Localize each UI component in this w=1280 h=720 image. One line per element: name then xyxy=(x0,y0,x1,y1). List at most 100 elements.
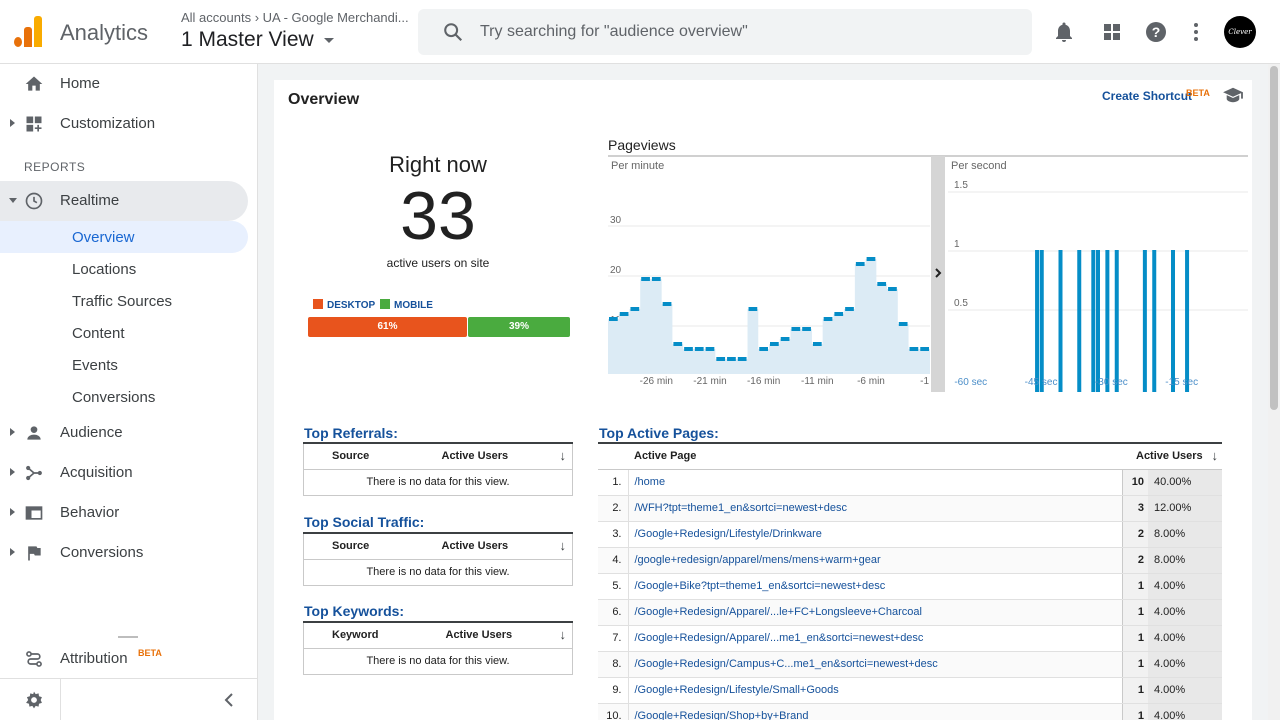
active-users-count: 33 xyxy=(400,178,476,254)
create-shortcut-link[interactable]: Create Shortcut xyxy=(1102,89,1193,103)
column-header-source[interactable]: Source xyxy=(303,442,424,470)
sidebar-item-acquisition[interactable]: Acquisition xyxy=(0,453,248,493)
chevron-down-icon[interactable] xyxy=(324,38,334,43)
x-tick-label: -60 sec xyxy=(954,377,987,388)
sidebar-item-attribution[interactable]: Attribution xyxy=(0,639,248,679)
y-tick-label: 1.5 xyxy=(954,180,968,191)
sidebar-item-audience[interactable]: Audience xyxy=(0,413,248,453)
collapse-sidebar-chevron-icon[interactable] xyxy=(222,692,236,708)
top-social-title: Top Social Traffic: xyxy=(304,514,425,530)
flag-icon xyxy=(28,546,41,561)
active-users-percent: 4.00% xyxy=(1148,599,1222,626)
sidebar-subitem-label: Content xyxy=(72,325,125,342)
more-vert-icon[interactable] xyxy=(1184,20,1208,44)
mobile-share-bar: 39% xyxy=(468,317,570,337)
table-row: 7./Google+Redesign/Apparel/...me1_en&sor… xyxy=(598,625,1222,652)
search-bar[interactable] xyxy=(418,9,1032,55)
column-header-active-users[interactable]: Active Users ↓ xyxy=(423,532,573,560)
page-link[interactable]: /Google+Redesign/Lifestyle/Small+Goods xyxy=(627,677,1122,704)
sort-down-arrow-icon[interactable]: ↓ xyxy=(559,538,567,553)
avatar[interactable]: Clever xyxy=(1224,16,1256,48)
sidebar-subitem-events[interactable]: Events xyxy=(0,349,248,381)
row-index: 7. xyxy=(598,625,628,652)
sidebar-item-label: Home xyxy=(60,75,101,92)
active-users-percent: 4.00% xyxy=(1148,677,1222,704)
dashboard-icon xyxy=(26,116,42,132)
sidebar-subitem-overview[interactable]: Overview xyxy=(0,221,248,253)
page-link[interactable]: /WFH?tpt=theme1_en&sortci=newest+desc xyxy=(627,495,1122,522)
sidebar-subitem-content[interactable]: Content xyxy=(0,317,248,349)
expand-arrow-icon[interactable] xyxy=(10,468,15,476)
sort-down-arrow-icon[interactable]: ↓ xyxy=(559,448,567,463)
resize-handle[interactable] xyxy=(118,636,138,638)
sidebar-item-conversions[interactable]: Conversions xyxy=(0,533,248,573)
empty-message: There is no data for this view. xyxy=(366,655,510,667)
view-selector[interactable]: 1 Master View xyxy=(181,28,314,51)
page-link[interactable]: /Google+Redesign/Apparel/...le+FC+Longsl… xyxy=(627,599,1122,626)
row-index: 5. xyxy=(598,573,628,600)
sidebar-footer xyxy=(0,678,258,720)
sidebar-item-behavior[interactable]: Behavior xyxy=(0,493,248,533)
analytics-logo-icon[interactable] xyxy=(14,15,44,47)
expand-arrow-icon[interactable] xyxy=(10,428,15,436)
column-header-label: Active Users xyxy=(1136,450,1203,463)
beta-badge: BETA xyxy=(138,648,162,658)
active-users-count: 10 xyxy=(1121,469,1148,496)
vertical-scrollbar[interactable] xyxy=(1268,64,1280,720)
sort-down-arrow-icon[interactable]: ↓ xyxy=(1211,448,1219,463)
account-breadcrumb[interactable]: All accounts › UA - Google Merchandi... xyxy=(181,10,409,25)
column-header-label: Active Users xyxy=(441,540,509,553)
expand-arrow-icon[interactable] xyxy=(10,119,15,127)
legend-mobile: MOBILE xyxy=(380,299,433,311)
collapse-arrow-icon[interactable] xyxy=(9,198,17,203)
sidebar-item-label: Realtime xyxy=(60,192,120,209)
sidebar-item-home[interactable]: Home xyxy=(0,64,248,104)
apps-grid-icon[interactable] xyxy=(1100,20,1124,44)
page-link[interactable]: /Google+Redesign/Shop+by+Brand xyxy=(627,703,1122,720)
search-input[interactable] xyxy=(480,17,1000,47)
expand-arrow-icon[interactable] xyxy=(10,508,15,516)
column-header-active-page[interactable]: Active Page xyxy=(628,442,1122,470)
column-header-active-users[interactable]: Active Users ↓ xyxy=(427,621,573,649)
table-row: 5./Google+Bike?tpt=theme1_en&sortci=newe… xyxy=(598,573,1222,600)
page-link[interactable]: /Google+Bike?tpt=theme1_en&sortci=newest… xyxy=(627,573,1122,600)
page-link[interactable]: /Google+Redesign/Lifestyle/Drinkware xyxy=(627,521,1122,548)
column-header-active-users[interactable]: Active Users ↓ xyxy=(423,442,573,470)
active-users-count: 1 xyxy=(1121,677,1148,704)
scrollbar-thumb[interactable] xyxy=(1270,66,1278,410)
sidebar-subitem-traffic-sources[interactable]: Traffic Sources xyxy=(0,285,248,317)
top-referrals-table: Source Active Users ↓ There is no data fo… xyxy=(303,442,573,496)
help-icon[interactable]: ? xyxy=(1144,20,1168,44)
top-keywords-title: Top Keywords: xyxy=(304,603,405,619)
expand-arrow-icon[interactable] xyxy=(10,548,15,556)
column-header-keyword[interactable]: Keyword xyxy=(303,621,428,649)
sidebar-item-customization[interactable]: Customization xyxy=(0,104,248,144)
table-row: 1./home 10 40.00% xyxy=(598,469,1222,496)
sidebar-subitem-locations[interactable]: Locations xyxy=(0,253,248,285)
row-index: 10. xyxy=(598,703,628,720)
active-users-percent: 12.00% xyxy=(1148,495,1222,522)
sidebar-item-realtime[interactable]: Realtime xyxy=(0,181,248,221)
pageviews-chart: Per minute102030-26 min-21 min-16 min-11… xyxy=(608,156,1248,392)
app-name[interactable]: Analytics xyxy=(60,20,149,45)
graduation-cap-icon[interactable] xyxy=(1222,86,1244,104)
data-bar xyxy=(1171,250,1175,392)
column-header-active-users[interactable]: Active Users ↓ xyxy=(1122,442,1222,470)
page-link[interactable]: /home xyxy=(627,469,1122,496)
column-header-source[interactable]: Source xyxy=(303,532,424,560)
active-users-percent: 8.00% xyxy=(1148,521,1222,548)
panel-label-per-minute: Per minute xyxy=(611,160,664,172)
data-bar xyxy=(1058,250,1063,392)
active-users-count: 1 xyxy=(1121,703,1148,720)
sort-down-arrow-icon[interactable]: ↓ xyxy=(559,627,567,642)
sidebar-subitem-conversions[interactable]: Conversions xyxy=(0,381,248,413)
page-link[interactable]: /Google+Redesign/Apparel/...me1_en&sortc… xyxy=(627,625,1122,652)
table-row: 2./WFH?tpt=theme1_en&sortci=newest+desc 3… xyxy=(598,495,1222,522)
page-link[interactable]: /Google+Redesign/Campus+C...me1_en&sortc… xyxy=(627,651,1122,678)
settings-gear-icon[interactable] xyxy=(24,690,44,710)
empty-message: There is no data for this view. xyxy=(366,476,510,488)
notifications-bell-icon[interactable] xyxy=(1052,20,1076,44)
x-tick-label: -15 sec xyxy=(1165,377,1198,388)
top-bar: Analytics All accounts › UA - Google Mer… xyxy=(0,0,1280,64)
page-link[interactable]: /google+redesign/apparel/mens/mens+warm+… xyxy=(627,547,1122,574)
